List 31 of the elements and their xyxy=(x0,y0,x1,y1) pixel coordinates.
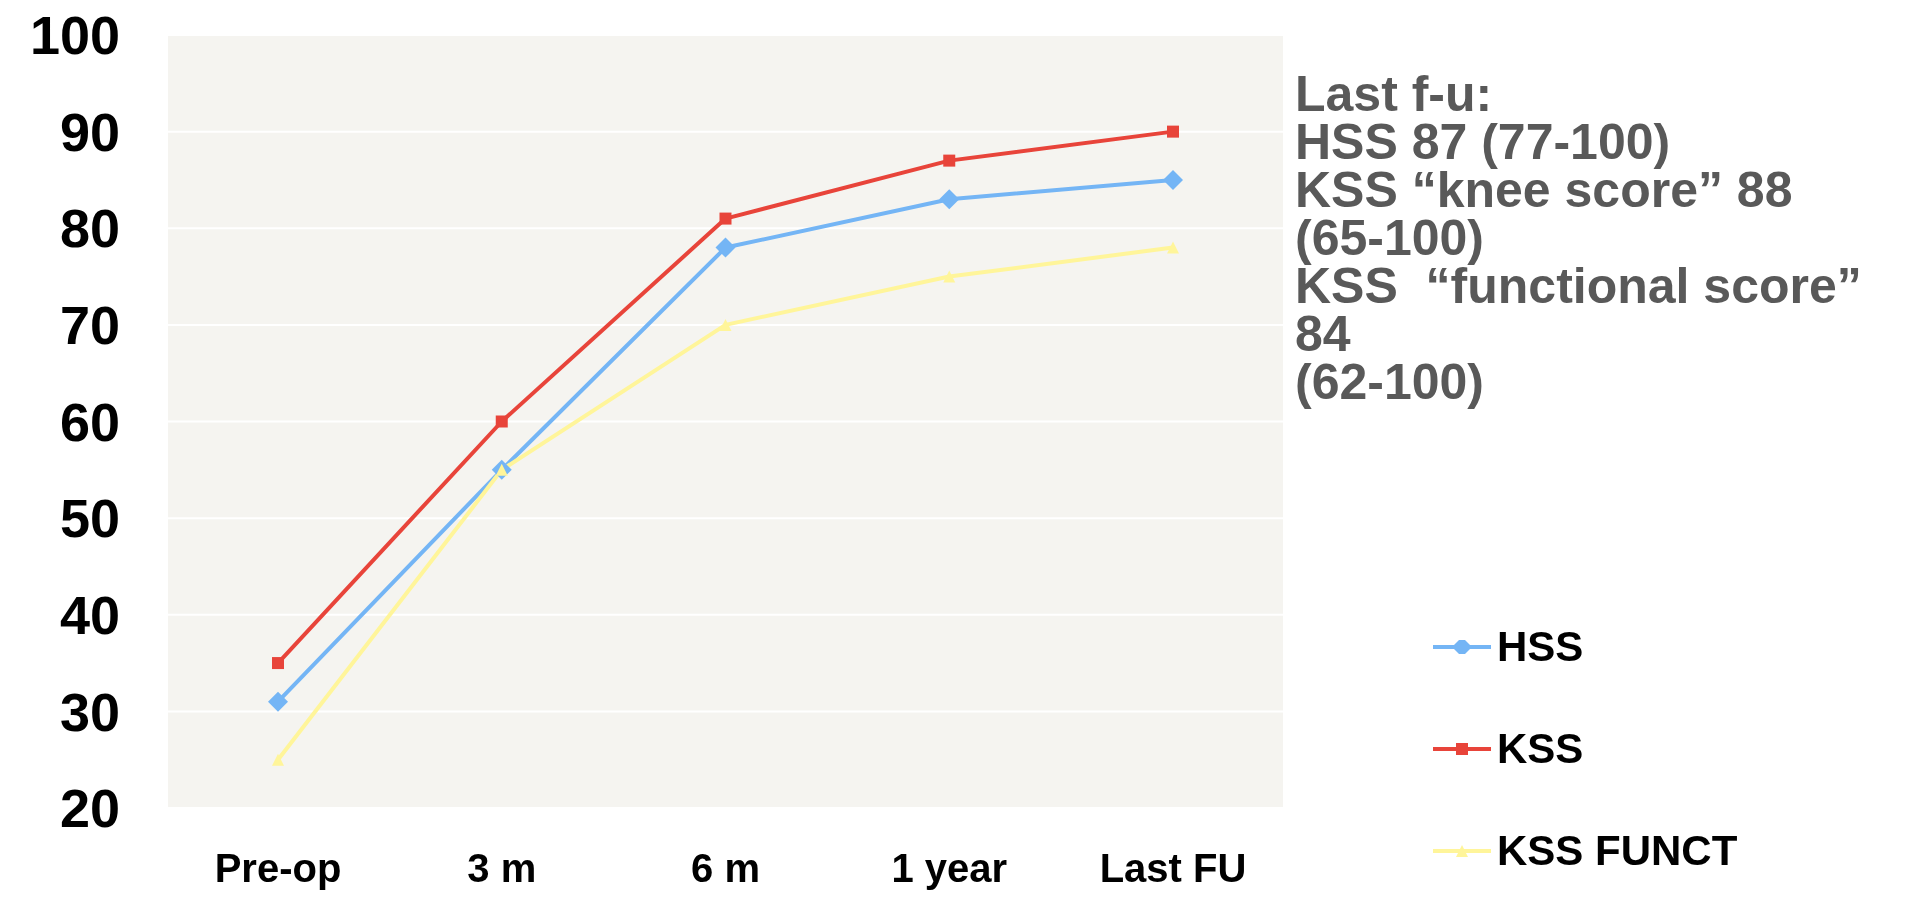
point xyxy=(943,154,956,167)
point xyxy=(1167,125,1179,138)
legend-label: HSS xyxy=(1497,623,1584,671)
point xyxy=(719,212,732,225)
point xyxy=(1167,241,1179,254)
y-tick-label: 80 xyxy=(59,198,120,259)
point xyxy=(1163,169,1183,190)
point xyxy=(939,189,960,210)
x-tick-label: 3 m xyxy=(467,846,537,891)
y-tick-label: 60 xyxy=(59,391,120,452)
text: Last f-u: HSS 87 (77-100) KSS “knee score” 88 (65-100) KSS “functional score” 84 (62-100) xyxy=(1295,66,1862,410)
x-tick-label: 1 year xyxy=(891,846,1008,891)
x-tick-label: Pre-op xyxy=(214,846,342,891)
y-tick-label: 50 xyxy=(59,488,120,549)
point xyxy=(943,270,956,283)
legend-label: KSS xyxy=(1497,725,1584,773)
x-tick-label: 6 m xyxy=(691,846,760,891)
y-tick-label: 100 xyxy=(29,5,120,66)
point xyxy=(272,657,284,670)
point xyxy=(715,237,736,258)
point xyxy=(495,415,508,428)
y-tick-label: 70 xyxy=(59,295,120,356)
x-tick-label: Last FU xyxy=(1099,846,1247,891)
y-tick-label: 40 xyxy=(59,584,120,645)
legend-label: KSS FUNCT xyxy=(1497,827,1738,875)
y-tick-label: 30 xyxy=(59,681,120,742)
point xyxy=(272,753,284,766)
point xyxy=(719,318,732,331)
y-tick-label: 90 xyxy=(59,101,120,162)
y-tick-label: 20 xyxy=(59,778,120,839)
point xyxy=(268,691,288,712)
